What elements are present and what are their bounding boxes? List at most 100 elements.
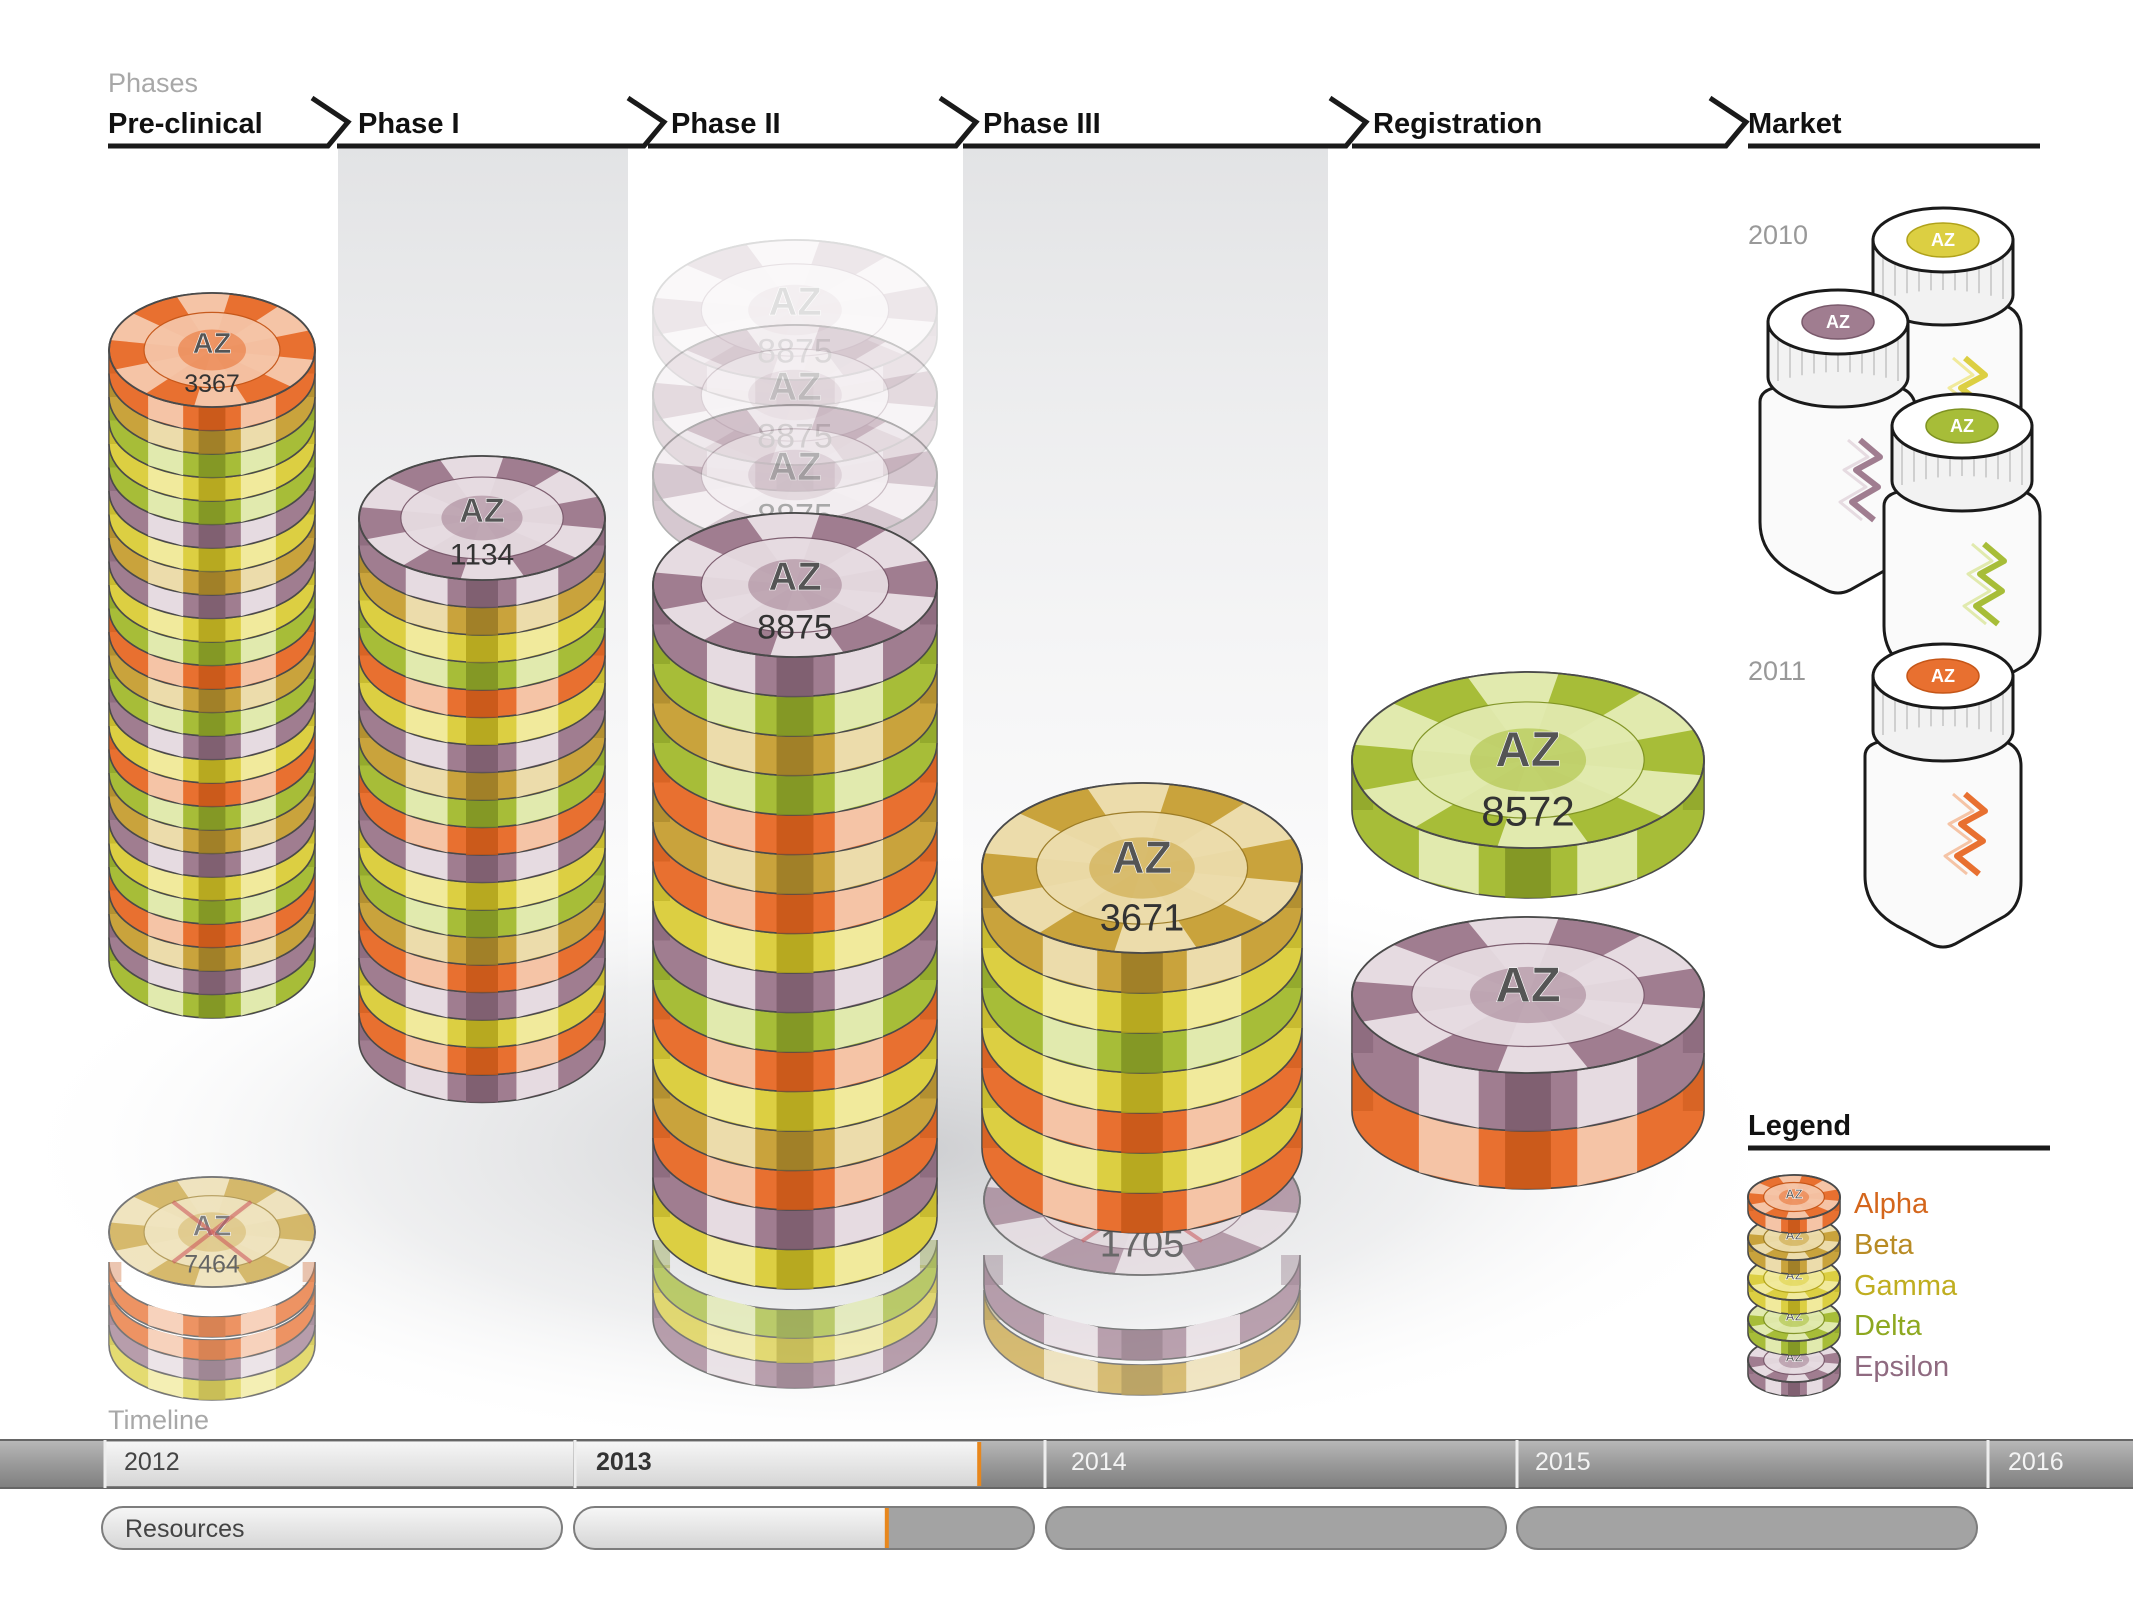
chip-center	[1778, 1352, 1810, 1368]
chip-edge-stripe	[706, 720, 756, 773]
chip-edge-stripe	[1186, 1054, 1242, 1110]
chip-wedge	[655, 265, 795, 310]
bottle-logo-icon	[1962, 542, 1994, 626]
timeline-year-2013[interactable]: 2013	[596, 1448, 652, 1476]
chip-edge-stripe	[834, 799, 884, 852]
chip-center	[748, 449, 842, 501]
chip-edge-stripe	[466, 965, 498, 993]
chip-edge-stripe	[1042, 1094, 1098, 1150]
chip-center	[441, 495, 523, 541]
timeline-year-2015[interactable]: 2015	[1535, 1448, 1591, 1476]
stack-registration-upper: AZ 8572	[1351, 671, 1705, 899]
chip-outline	[108, 292, 316, 408]
chip-edge-stripe	[1505, 1073, 1551, 1131]
chip-edge-stripe	[198, 501, 226, 525]
chip-center	[178, 329, 246, 371]
resources-label[interactable]: Resources	[125, 1515, 245, 1543]
resources-current-marker	[884, 1508, 889, 1548]
chip-edge-stripe	[198, 947, 226, 971]
phase-arrow-1	[337, 95, 668, 149]
chip-edge-stripe	[1121, 1365, 1163, 1395]
chip-edge-stripe	[466, 855, 498, 883]
chip-edge-stripe	[240, 1305, 276, 1335]
chip-edge-stripe	[1788, 1300, 1800, 1314]
chip-edge-stripe	[706, 1036, 756, 1089]
chip-center	[1778, 1189, 1810, 1205]
market-year-2011: 2011	[1748, 656, 1807, 686]
chip-edge-stripe	[706, 1075, 756, 1129]
timeline-year-2012[interactable]: 2012	[124, 1448, 180, 1476]
bottle-az-label: AZ	[1931, 666, 1955, 686]
chip-edge-stripe	[1121, 993, 1163, 1033]
chip-az-label: AZ	[1495, 959, 1560, 1013]
chip-wedge	[661, 395, 795, 449]
chip-edge-stripe	[706, 364, 756, 404]
chip-number: 8875	[757, 609, 833, 647]
timeline-year-2016[interactable]: 2016	[2008, 1448, 2064, 1476]
chip-edge-stripe	[198, 783, 226, 807]
chip-edge-shade	[919, 395, 937, 421]
phases-label: Phases	[108, 68, 199, 98]
chip-edge-stripe	[1765, 1377, 1782, 1396]
chip-edge-stripe	[1505, 1131, 1551, 1189]
resources-pill-progress	[575, 1508, 887, 1548]
chip-edge-stripe	[198, 524, 226, 548]
chip-wedge	[655, 350, 795, 395]
chip-edge-stripe	[834, 1194, 884, 1247]
resources-pill-3	[1516, 1506, 1978, 1550]
legend-label-delta: Delta	[1854, 1310, 1922, 1342]
chip-edge-stripe	[1186, 974, 1242, 1030]
chip-edge-stripe	[198, 571, 226, 595]
chip-edge-stripe	[1186, 1313, 1240, 1357]
chip-edge-stripe	[198, 806, 226, 830]
chip-edge-stripe	[1042, 1174, 1098, 1230]
resources-pill-2	[1045, 1506, 1507, 1550]
chip-edge-stripe	[834, 1075, 884, 1129]
chip-edge-stripe	[834, 720, 884, 773]
chip-edge-stripe	[198, 1360, 226, 1380]
chip-az-label: AZ	[768, 445, 821, 489]
chip-edge-stripe	[198, 454, 226, 478]
timeline-cell-2013-progress	[575, 1442, 980, 1486]
chip-edge-stripe	[1418, 1114, 1479, 1186]
bottle-az-label: AZ	[1950, 416, 1974, 436]
stack-registration-lower: AZ	[1351, 916, 1705, 1190]
chip-edge-stripe	[198, 1380, 226, 1400]
chip-edge-stripe	[198, 759, 226, 783]
chip-edge-stripe	[198, 1340, 226, 1360]
chip-edge-stripe	[776, 775, 814, 815]
chip-wedge	[795, 341, 929, 395]
phase-header-preclinical[interactable]: Pre-clinical	[108, 108, 263, 140]
phase-header-phase-iii[interactable]: Phase III	[983, 108, 1101, 140]
chip-edge-stripe	[198, 853, 226, 877]
chip-edge-stripe	[834, 364, 884, 404]
phase-header-registration[interactable]: Registration	[1373, 108, 1543, 140]
chip-edge-stripe	[1121, 1073, 1163, 1113]
chip-edge-stripe	[706, 641, 756, 694]
chip-outline	[652, 324, 938, 466]
chip-edge-stripe	[198, 900, 226, 924]
chip-edge-stripe	[706, 878, 756, 931]
chip-edge-stripe	[706, 1154, 756, 1208]
chip-outline	[1351, 916, 1705, 1074]
phase-header-market[interactable]: Market	[1748, 108, 1842, 140]
chip-edge-stripe	[1121, 1153, 1163, 1193]
chip-edge-stripe	[776, 1052, 814, 1092]
phase-header-phase-i[interactable]: Phase I	[358, 108, 460, 140]
chip-edge-stripe	[834, 917, 884, 971]
chip-edge-stripe	[466, 690, 498, 718]
chip-wedge	[795, 395, 935, 440]
chip-edge-stripe	[1042, 1014, 1098, 1070]
chip-center	[1469, 966, 1587, 1024]
chip-edge-stripe	[466, 882, 498, 910]
stack-phase-iii: AZ 3671	[981, 782, 1303, 1234]
chip-edge-stripe	[1121, 1113, 1163, 1153]
timeline-year-2014[interactable]: 2014	[1071, 1448, 1127, 1476]
chip-edge-stripe	[1806, 1255, 1823, 1274]
phase-header-phase-ii[interactable]: Phase II	[671, 108, 781, 140]
chip-edge-stripe	[776, 1210, 814, 1250]
chip-edge-stripe	[706, 1115, 756, 1168]
legend-label-epsilon: Epsilon	[1854, 1351, 1950, 1383]
chip-outline	[1351, 671, 1705, 849]
